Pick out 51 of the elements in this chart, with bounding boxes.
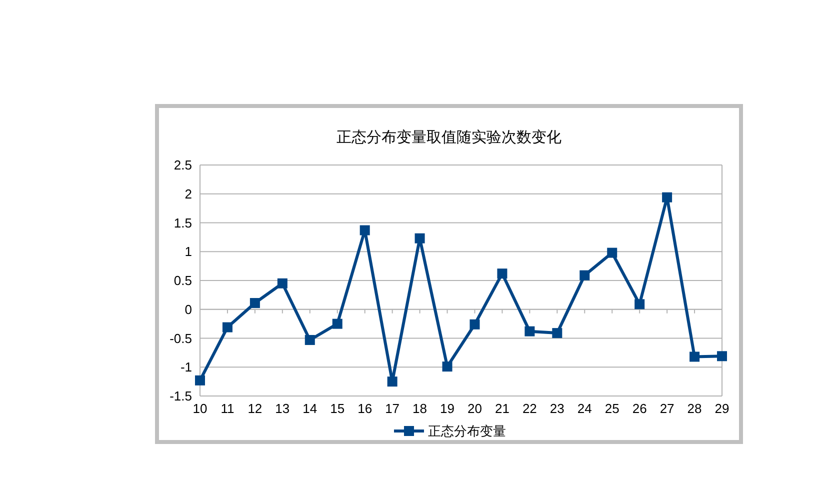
- y-tick-label: 0: [184, 302, 192, 317]
- x-tick-label: 10: [192, 401, 208, 416]
- x-tick-label: 22: [522, 401, 537, 416]
- point: [690, 352, 700, 362]
- y-tick-label: 1.5: [174, 215, 192, 230]
- point: [634, 299, 645, 310]
- point: [277, 278, 288, 288]
- y-tick-label: 0.5: [174, 273, 192, 288]
- x-tick-label: 28: [687, 401, 702, 416]
- point: [360, 225, 370, 236]
- point: [304, 334, 315, 345]
- point: [470, 319, 480, 330]
- x-tick-label: 21: [494, 401, 510, 416]
- x-tick-label: 15: [330, 401, 345, 416]
- x-tick-label: 23: [550, 401, 564, 416]
- y-tick-label: 2: [184, 186, 192, 202]
- y-tick-label: 2.5: [174, 158, 192, 173]
- point: [497, 268, 508, 279]
- x-tick-label: 19: [440, 401, 454, 416]
- x-tick-label: 26: [632, 401, 647, 416]
- point: [414, 233, 425, 244]
- point: [552, 328, 562, 338]
- y-tick-label: 1: [184, 244, 192, 260]
- point: [222, 322, 232, 332]
- point: [580, 270, 590, 280]
- x-tick-label: 29: [714, 401, 730, 416]
- point: [332, 318, 342, 329]
- x-tick-label: 12: [248, 401, 262, 416]
- x-tick-label: 24: [577, 401, 592, 416]
- point: [442, 362, 452, 372]
- x-tick-label: 11: [220, 401, 234, 416]
- x-tick-label: 13: [275, 401, 290, 416]
- x-tick-label: 14: [302, 401, 318, 416]
- chart-title: 正态分布变量取值随实验次数变化: [336, 129, 562, 146]
- x-tick-label: 20: [468, 401, 482, 416]
- x-tick-label: 17: [385, 401, 400, 416]
- y-tick-label: -0.5: [170, 330, 192, 346]
- x-tick-label: 16: [358, 401, 372, 416]
- point: [195, 375, 205, 386]
- point: [250, 298, 260, 308]
- point: [524, 326, 535, 336]
- y-tick-label: -1: [180, 360, 192, 375]
- point: [387, 376, 398, 387]
- legend-label: 正态分布变量: [428, 424, 506, 439]
- point: [607, 248, 618, 258]
- y-tick-label: -1.5: [170, 388, 192, 404]
- x-tick-label: 25: [604, 401, 620, 416]
- point: [717, 351, 727, 362]
- point: [662, 192, 672, 202]
- x-tick-label: 18: [412, 401, 428, 416]
- x-tick-label: 27: [660, 401, 674, 416]
